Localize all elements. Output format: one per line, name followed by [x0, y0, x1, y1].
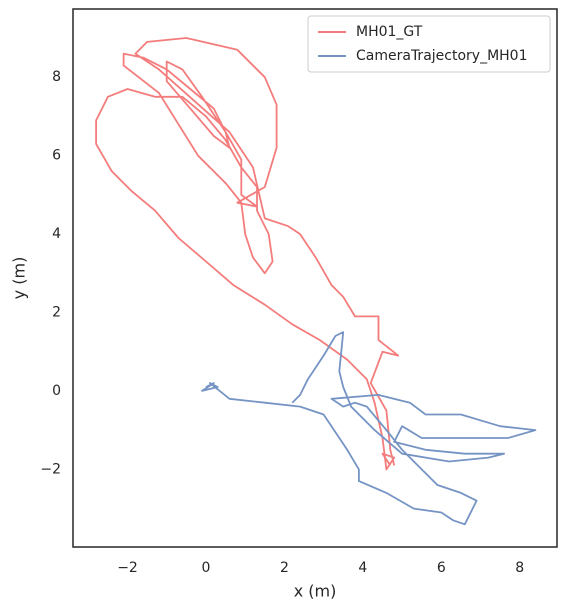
x-tick-label: 8	[515, 560, 524, 576]
x-tick-label: 6	[437, 560, 446, 576]
x-tick-label: 4	[358, 560, 367, 576]
x-tick-label: 2	[280, 560, 289, 576]
plot-frame	[72, 8, 558, 548]
y-tick-label: 4	[52, 226, 61, 242]
trajectory-line	[201, 331, 537, 526]
legend-frame	[307, 15, 551, 73]
x-tick-label: −2	[117, 560, 138, 576]
y-tick-label: 6	[52, 148, 61, 164]
y-tick-label: 2	[52, 305, 61, 321]
y-tick-label: 8	[52, 69, 61, 85]
y-tick-label: −2	[40, 461, 61, 477]
trajectory-line	[95, 37, 400, 471]
x-axis-label: x (m)	[294, 582, 337, 601]
y-axis-label: y (m)	[10, 257, 29, 300]
legend-label: MH01_GT	[356, 24, 423, 40]
y-tick-label: 0	[52, 383, 61, 399]
x-tick-label: 0	[202, 560, 211, 576]
legend-label: CameraTrajectory_MH01	[356, 48, 528, 64]
